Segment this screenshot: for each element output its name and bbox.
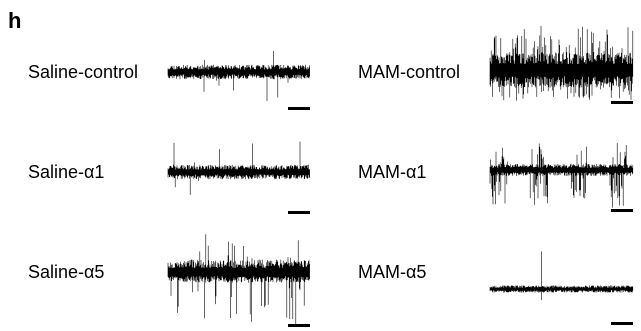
scale-bar-mam-control	[611, 101, 633, 104]
label-mam-alpha5: MAM-α5	[358, 262, 427, 282]
scale-bar-saline-control	[288, 107, 310, 110]
trace-path	[489, 251, 634, 300]
scale-bar-mam-alpha1	[611, 209, 633, 212]
trace-path	[167, 51, 310, 102]
scale-bar-mam-alpha5	[611, 322, 633, 325]
trace-mam-control	[489, 26, 634, 101]
trace-path	[167, 141, 310, 195]
trace-mam-alpha1	[489, 143, 634, 208]
scale-bar-saline-alpha1	[288, 211, 310, 214]
trace-path	[489, 143, 634, 208]
panel-letter: h	[8, 8, 22, 33]
trace-saline-alpha5	[167, 234, 310, 325]
trace-path	[489, 26, 634, 101]
label-saline-control: Saline-control	[28, 62, 139, 82]
label-saline-alpha5: Saline-α5	[28, 262, 105, 282]
trace-saline-alpha1	[167, 141, 310, 195]
label-mam-control: MAM-control	[358, 62, 461, 82]
trace-mam-alpha5	[489, 251, 634, 300]
trace-path	[167, 234, 310, 325]
label-saline-alpha1: Saline-α1	[28, 162, 105, 182]
trace-saline-control	[167, 51, 310, 102]
scale-bar-saline-alpha5	[288, 324, 310, 327]
label-mam-alpha1: MAM-α1	[358, 162, 427, 182]
